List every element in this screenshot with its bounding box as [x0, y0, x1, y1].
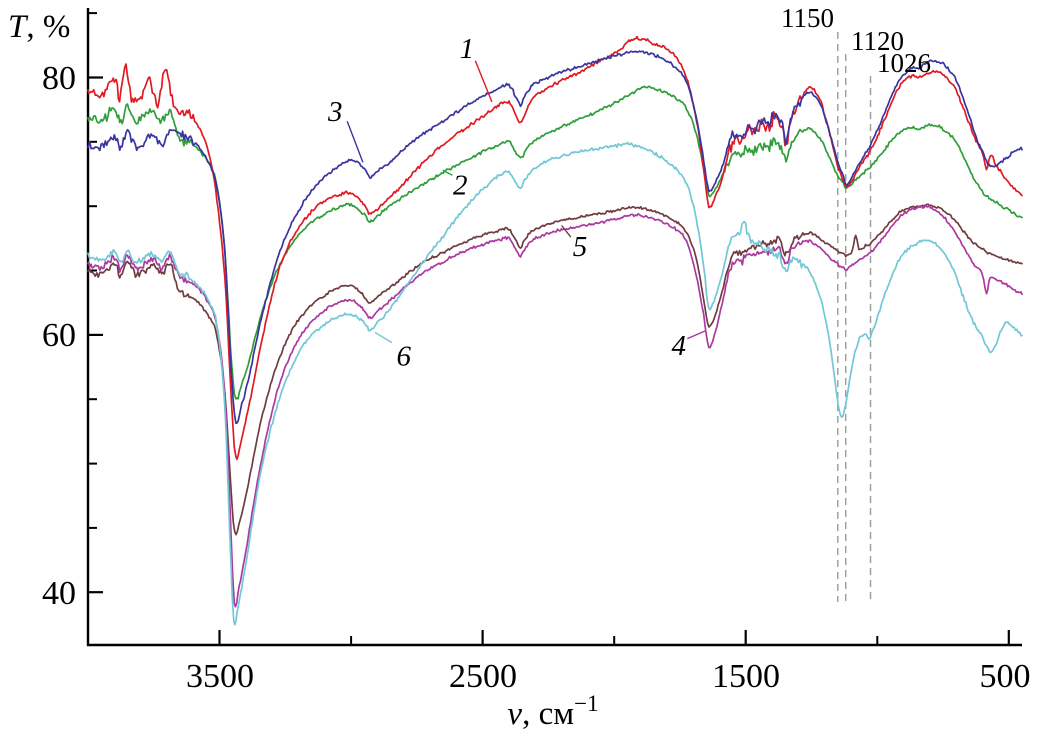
- axes-frame: [86, 8, 1022, 647]
- curve-leader-2: [442, 169, 453, 176]
- reference-vlines-layer: [837, 32, 872, 602]
- curve-leader-3: [346, 120, 364, 163]
- curve-label-4: 4: [671, 330, 686, 362]
- spectra-curves-layer: [87, 35, 1023, 626]
- y-axis-units: , %: [26, 9, 70, 45]
- vline-label-1120: 1120: [851, 26, 904, 56]
- curve-leader-6: [374, 331, 393, 344]
- curve-label-1: 1: [460, 33, 475, 65]
- curve-leader-4: [687, 330, 706, 340]
- curve-leader-5: [561, 225, 572, 238]
- vline-label-1150: 1150: [781, 3, 834, 33]
- spectrum-curve-6: [87, 141, 1023, 626]
- x-tick-label-500: 500: [980, 658, 1031, 695]
- x-tick-label-2500: 2500: [449, 658, 517, 695]
- x-axis-exponent: −1: [574, 691, 598, 716]
- x-tick-label-3500: 3500: [186, 658, 254, 695]
- y-axis-symbol: T: [8, 9, 29, 45]
- x-axis-units: , см: [522, 696, 574, 732]
- y-tick-label-80: 80: [42, 60, 76, 97]
- y-axis-title: T, %: [8, 9, 70, 45]
- vline-label-1026: 1026: [877, 48, 931, 78]
- curve-label-3: 3: [327, 96, 343, 128]
- curve-number-labels-layer: 2 1 3 5 4 6: [327, 33, 706, 373]
- spectrum-curve-1: [87, 35, 1023, 461]
- x-axis-symbol: ν: [507, 696, 522, 732]
- spectrum-curve-5: [87, 203, 1023, 536]
- x-axis-title: ν, см−1: [507, 691, 598, 732]
- spectrum-curve-3: [87, 50, 1023, 425]
- y-tick-label-60: 60: [42, 317, 76, 354]
- curve-leader-1: [474, 60, 493, 103]
- y-tick-label-40: 40: [42, 575, 76, 612]
- curve-label-2: 2: [453, 169, 468, 201]
- axes-layer: [86, 8, 1022, 647]
- spectrum-curve-4: [87, 204, 1023, 608]
- curve-label-5: 5: [573, 231, 588, 263]
- spectrum-curve-2: [87, 85, 1023, 400]
- curve-label-6: 6: [396, 341, 411, 373]
- x-tick-label-1500: 1500: [712, 658, 780, 695]
